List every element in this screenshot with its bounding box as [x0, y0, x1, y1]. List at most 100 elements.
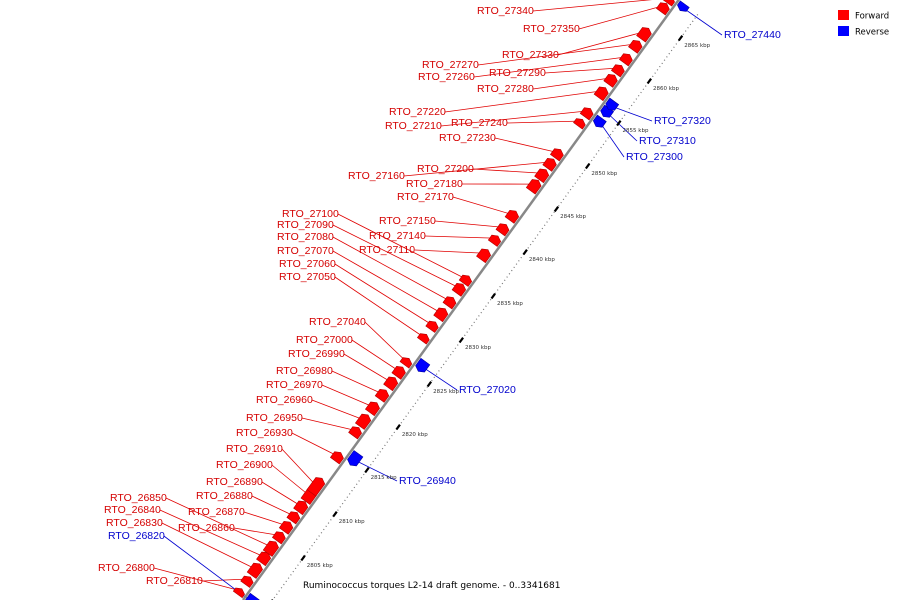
leader-line — [600, 123, 625, 158]
forward-gene-block — [603, 73, 618, 88]
ruler-tick-label: 2815 kbp — [371, 475, 397, 481]
gene-label-rto_27100: RTO_27100 — [282, 208, 339, 220]
gene-label-rto_27080: RTO_27080 — [277, 231, 334, 243]
forward-gene-block — [495, 223, 510, 237]
ruler-tick — [522, 249, 528, 256]
leader-line — [423, 367, 458, 391]
gene-label-rto_26880: RTO_26880 — [196, 490, 253, 502]
gene-label-rto_27210: RTO_27210 — [385, 120, 442, 132]
forward-gene-block — [383, 376, 399, 392]
forward-gene-block — [348, 426, 362, 440]
forward-gene-block — [451, 282, 467, 297]
leader-line — [684, 8, 723, 36]
gene-label-rto_26900: RTO_26900 — [216, 459, 273, 471]
genome-caption: Ruminococcus torques L2-14 draft genome.… — [303, 581, 560, 591]
leader-line — [201, 578, 246, 582]
forward-gene-block — [442, 296, 457, 310]
gene-label-rto_26990: RTO_26990 — [288, 348, 345, 360]
leader-line — [452, 196, 511, 215]
ruler-tick — [426, 381, 433, 388]
legend-swatch-reverse — [838, 26, 849, 36]
forward-gene-block — [262, 540, 279, 557]
reverse-gene-block — [592, 114, 607, 128]
forward-gene-block — [628, 39, 643, 54]
leader-line — [243, 511, 286, 526]
forward-gene-block — [391, 365, 406, 380]
gene-label-rto_26960: RTO_26960 — [256, 394, 313, 406]
ruler-tick-label: 2855 kbp — [623, 128, 649, 134]
gene-label-rto_27320: RTO_27320 — [654, 115, 711, 127]
gene-label-rto_27280: RTO_27280 — [477, 83, 534, 95]
leader-line — [557, 31, 643, 56]
gene-label-rto_27070: RTO_27070 — [277, 245, 334, 257]
forward-gene-block — [504, 209, 520, 224]
forward-gene-block — [542, 157, 557, 172]
gene-label-rto_27020: RTO_27020 — [459, 384, 516, 396]
leader-line — [332, 236, 449, 301]
ruler-tick-label: 2845 kbp — [560, 214, 586, 220]
forward-gene-block — [232, 587, 245, 599]
leader-line — [403, 161, 549, 177]
leader-line — [477, 43, 635, 66]
gene-label-rto_27110: RTO_27110 — [359, 244, 415, 256]
ruler-tick-label: 2840 kbp — [529, 257, 555, 263]
leader-line — [444, 90, 601, 113]
gene-label-rto_26950: RTO_26950 — [246, 412, 303, 424]
forward-gene-block — [416, 333, 430, 345]
reverse-gene-block — [245, 592, 260, 600]
ruler-tick — [616, 120, 622, 127]
gene-label-rto_27150: RTO_27150 — [379, 215, 436, 227]
leader-line — [332, 250, 440, 313]
forward-gene-block — [458, 274, 473, 287]
gene-label-rto_27340: RTO_27340 — [477, 5, 534, 17]
leader-line — [364, 321, 406, 361]
leader-line — [472, 168, 541, 174]
genome-backbone — [241, 0, 681, 600]
leader-line — [424, 235, 494, 239]
gene-label-rto_27140: RTO_27140 — [369, 230, 426, 242]
gene-label-rto_27170: RTO_27170 — [397, 191, 454, 203]
ruler-tick — [490, 293, 496, 300]
leader-line — [337, 213, 465, 279]
ruler-tick — [395, 424, 401, 431]
gene-labels: RTO_26800RTO_26810RTO_26830RTO_26840RTO_… — [98, 5, 781, 587]
ruler-tick-label: 2820 kbp — [402, 432, 428, 438]
forward-gene-block — [636, 27, 652, 43]
gene-label-rto_27050: RTO_27050 — [279, 271, 336, 283]
gene-label-rto_26940: RTO_26940 — [399, 475, 456, 487]
gene-label-rto_27260: RTO_27260 — [418, 71, 475, 83]
forward-gene-block — [525, 179, 542, 195]
ruler-tick-label: 2810 kbp — [339, 519, 365, 525]
gene-label-rto_27000: RTO_27000 — [296, 334, 353, 346]
gene-label-rto_26850: RTO_26850 — [110, 492, 167, 504]
gene-label-rto_27180: RTO_27180 — [406, 178, 463, 190]
leader-line — [261, 481, 300, 506]
leader-line — [153, 567, 238, 591]
forward-gene-block — [246, 562, 263, 579]
leader-line — [607, 113, 638, 142]
ruler-tick — [584, 163, 591, 170]
ruler-dotted-line — [271, 11, 700, 600]
ruler-tick — [646, 78, 652, 85]
ruler-tick — [332, 511, 338, 518]
gene-label-rto_26910: RTO_26910 — [226, 443, 283, 455]
leader-line — [311, 399, 363, 420]
forward-gene-block — [579, 107, 594, 121]
gene-label-rto_27200: RTO_27200 — [417, 163, 474, 175]
reverse-gene-block — [415, 357, 431, 373]
gene-label-rto_26860: RTO_26860 — [178, 522, 235, 534]
leader-line — [165, 497, 270, 547]
gene-label-rto_26930: RTO_26930 — [236, 427, 293, 439]
reverse-gene-block — [605, 97, 620, 111]
ruler-tick — [300, 555, 306, 562]
leader-line — [506, 120, 579, 124]
gene-label-rto_27290: RTO_27290 — [489, 67, 546, 79]
leader-line — [281, 448, 316, 485]
forward-gene-block — [534, 168, 550, 184]
gene-label-rto_26970: RTO_26970 — [266, 379, 323, 391]
ruler-tick-label: 2830 kbp — [465, 345, 491, 351]
forward-gene-block — [329, 451, 344, 465]
forward-gene-block — [278, 520, 294, 535]
gene-label-rto_27300: RTO_27300 — [626, 151, 683, 163]
